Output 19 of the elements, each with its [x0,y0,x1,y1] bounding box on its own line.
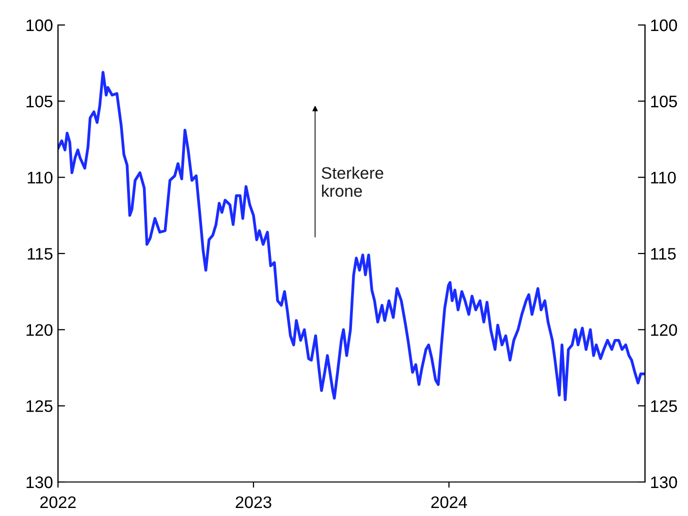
annotation: Sterkere krone [322,166,384,197]
y2-tick-label: 115 [651,248,676,260]
y2-tick-label: 100 [651,19,678,32]
y2-tick-label: 130 [651,476,678,488]
y2-tick-label: 125 [651,400,677,412]
line-series [58,70,645,402]
x-tick-label: 2022 [40,496,76,508]
y2-tick-label: 120 [651,324,678,336]
y-tick-label: 110 [28,172,52,184]
x-tick-label: 2024 [431,496,468,508]
x-tick-label: 2023 [236,496,272,508]
y-tick-label: 125 [26,400,52,412]
y2-tick-label: 105 [651,96,677,108]
y2-tick-label: 110 [651,172,676,184]
y-tick-label: 115 [28,248,52,260]
y-tick-label: 130 [26,476,52,488]
y-tick-label: 120 [26,324,52,336]
y-tick-label: 100 [26,19,52,32]
y-tick-label: 105 [26,96,52,108]
